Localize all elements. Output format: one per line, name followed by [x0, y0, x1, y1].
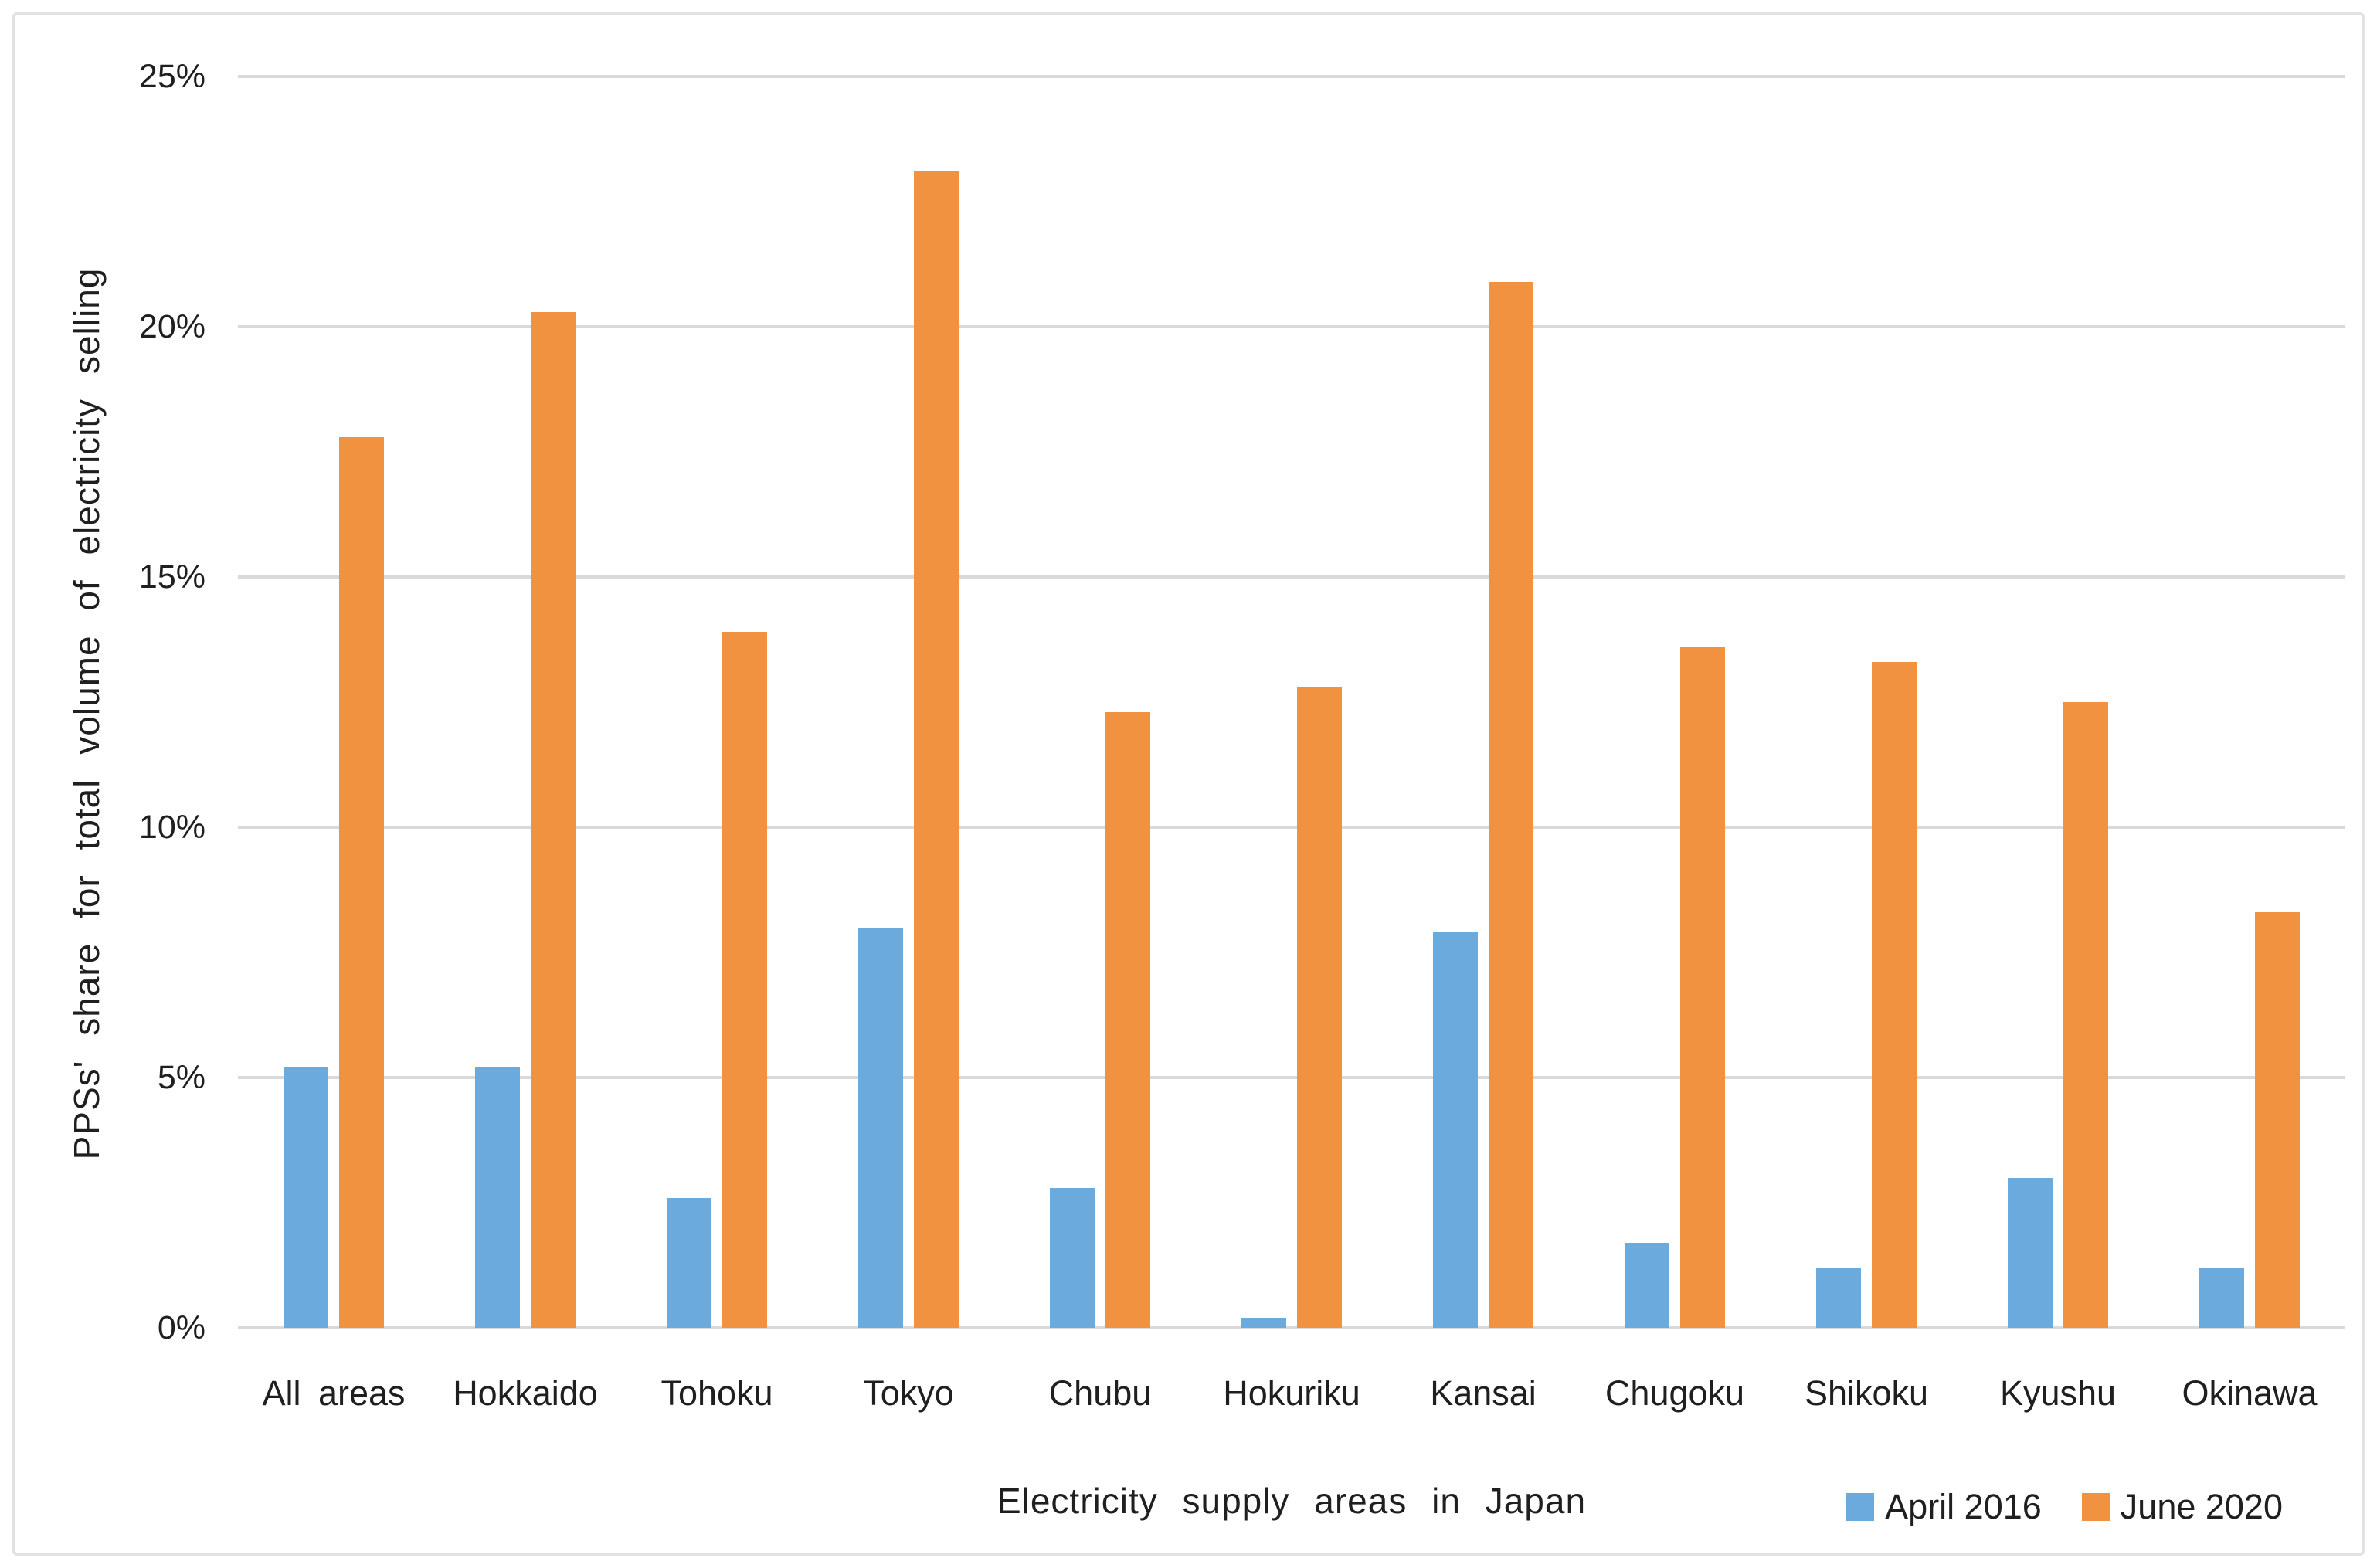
legend: April 2016 June 2020	[1846, 1480, 2283, 1534]
bar-june-2020-hokuriku	[1297, 687, 1342, 1328]
bar-june-2020-kyushu	[2063, 702, 2108, 1328]
y-tick-label-10%: 10%	[138, 809, 205, 846]
x-label-tohoku: Tohoku	[660, 1373, 773, 1413]
bar-april-2016-chubu	[1050, 1187, 1095, 1328]
category-slot-chubu	[1004, 76, 1196, 1328]
bar-april-2016-kyushu	[2008, 1177, 2053, 1328]
x-axis-title: Electricity supply areas in Japan	[997, 1481, 1587, 1521]
bar-april-2016-hokuriku	[1241, 1318, 1286, 1328]
bar-april-2016-all-areas	[284, 1067, 328, 1328]
category-slot-shikoku	[1771, 76, 1962, 1328]
bar-june-2020-tokyo	[914, 171, 959, 1328]
y-tick-label-5%: 5%	[157, 1059, 205, 1096]
x-label-tokyo: Tokyo	[863, 1373, 954, 1413]
legend-label: April 2016	[1885, 1487, 2042, 1526]
gridline-15%	[238, 575, 2345, 579]
x-label-kyushu: Kyushu	[1999, 1373, 2117, 1413]
plot-area	[238, 75, 2345, 1329]
x-label-chugoku: Chugoku	[1604, 1373, 1745, 1413]
y-tick-label-15%: 15%	[138, 558, 205, 596]
legend-swatch-icon	[2081, 1493, 2110, 1521]
gridline-20%	[238, 325, 2345, 328]
category-slot-tohoku	[621, 76, 813, 1328]
legend-item-june-2020: June 2020	[2081, 1487, 2283, 1527]
x-label-shikoku: Shikoku	[1804, 1373, 1929, 1413]
category-slot-okinawa	[2154, 76, 2345, 1328]
gridline-0%	[238, 1326, 2345, 1329]
legend-label: June 2020	[2120, 1487, 2283, 1526]
category-slot-all-areas	[238, 76, 430, 1328]
gridline-25%	[238, 75, 2345, 78]
bar-april-2016-tokyo	[858, 927, 903, 1328]
x-label-hokuriku: Hokuriku	[1223, 1373, 1360, 1413]
bar-april-2016-chugoku	[1625, 1242, 1669, 1328]
x-axis-labels: All areas Hokkaido Tohoku Tokyo Chubu Hokurik…	[238, 1373, 2345, 1427]
bar-april-2016-shikoku	[1816, 1268, 1861, 1328]
bar-april-2016-kansai	[1433, 932, 1478, 1328]
x-label-kansai: Kansai	[1430, 1373, 1537, 1413]
bar-june-2020-chubu	[1105, 711, 1150, 1328]
category-slot-hokuriku	[1196, 76, 1387, 1328]
y-tick-label-20%: 20%	[138, 308, 205, 345]
bar-april-2016-tohoku	[667, 1197, 711, 1328]
y-axis-title: PPSs' share for total volume of electric…	[66, 267, 107, 1160]
bar-june-2020-chugoku	[1680, 647, 1725, 1328]
bar-june-2020-okinawa	[2255, 912, 2300, 1328]
x-label-okinawa: Okinawa	[2182, 1373, 2318, 1413]
legend-swatch-icon	[1846, 1493, 1875, 1521]
bar-june-2020-all-areas	[339, 436, 384, 1328]
bar-june-2020-kansai	[1489, 281, 1533, 1328]
x-label-all-areas: All areas	[262, 1373, 406, 1413]
legend-item-april-2016: April 2016	[1846, 1487, 2042, 1527]
category-slot-tokyo	[813, 76, 1004, 1328]
bar-june-2020-shikoku	[1872, 662, 1917, 1328]
y-tick-label-25%: 25%	[138, 58, 205, 95]
gridline-5%	[238, 1076, 2345, 1079]
x-label-chubu: Chubu	[1048, 1373, 1152, 1413]
gridline-10%	[238, 826, 2345, 829]
bar-april-2016-hokkaido	[475, 1067, 520, 1328]
bar-june-2020-tohoku	[722, 632, 767, 1328]
category-slot-chugoku	[1579, 76, 1771, 1328]
y-tick-label-0%: 0%	[157, 1309, 205, 1346]
bar-april-2016-okinawa	[2199, 1268, 2244, 1328]
bar-june-2020-hokkaido	[531, 311, 576, 1328]
category-slot-kyushu	[1962, 76, 2154, 1328]
category-slot-hokkaido	[430, 76, 621, 1328]
category-slot-kansai	[1387, 76, 1579, 1328]
x-label-hokkaido: Hokkaido	[453, 1373, 598, 1413]
